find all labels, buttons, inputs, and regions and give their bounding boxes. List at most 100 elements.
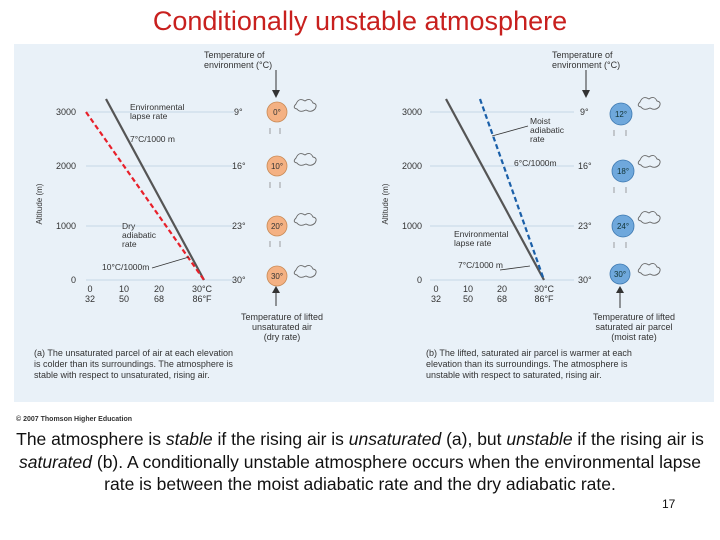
panel-b-ytick-3000: 3000 — [402, 107, 422, 117]
panel-a-y-label: Altitude (m) — [35, 183, 44, 224]
parcel-temp: 12° — [615, 110, 627, 119]
panel-a-note-3: (dry rate) — [264, 332, 301, 342]
panel-b-env-temp-1000: 23° — [578, 221, 592, 231]
panel-b-parcel-1000: 24° — [611, 214, 635, 238]
caption-part: (b). A conditionally unstable atmosphere… — [92, 451, 701, 495]
panel-a-env-temp-1000: 23° — [232, 221, 246, 231]
panel-b-xtick-f-50: 50 — [463, 294, 473, 304]
panel-b-desc-3: unstable with respect to saturated, risi… — [426, 370, 602, 380]
panel-b-cloud-icons — [637, 96, 661, 276]
figure: Temperature of environment (°C) Altitude… — [14, 44, 714, 402]
parcel-temp: 30° — [614, 270, 626, 279]
panel-b-xtick-20: 20 — [497, 284, 507, 294]
caption-part: (a), but — [441, 429, 507, 449]
caption-part: if the rising air is — [212, 429, 349, 449]
panel-a-env-rate: 7°C/1000 m — [130, 134, 175, 144]
panel-b-header-2: environment (°C) — [552, 60, 620, 70]
caption-part: The atmosphere is — [16, 429, 166, 449]
panel-b-header-arrowhead — [582, 90, 590, 98]
cloud-icon — [293, 152, 317, 166]
copyright: © 2007 Thomson Higher Education — [16, 416, 133, 423]
cloud-icon — [637, 96, 661, 110]
panel-b-y-label: Altitude (m) — [381, 183, 390, 224]
panel-a-note-arrowhead — [272, 286, 280, 293]
parcel-temp: 24° — [617, 222, 629, 231]
panel-a-xtick-10: 10 — [119, 284, 129, 294]
panel-a-env-temp-3000: 9° — [234, 107, 243, 117]
panel-b-ytick-0: 0 — [417, 275, 422, 285]
panel-b-note-2: saturated air parcel — [595, 322, 672, 332]
panel-b-rising-marks — [613, 130, 627, 248]
panel-b-env-temp-0: 30° — [578, 275, 592, 285]
panel-a-parcel-0: 30° — [266, 265, 288, 287]
panel-a-dry-rate-pointer — [151, 256, 190, 269]
panel-a-ytick-2000: 2000 — [56, 161, 76, 171]
panel-a-note-2: unsaturated air — [252, 322, 312, 332]
panel-a-header-1: Temperature of — [204, 50, 265, 60]
panel-b-moist-pointer — [491, 125, 529, 137]
parcel-balloon — [609, 263, 631, 285]
panel-a-ytick-3000: 3000 — [56, 107, 76, 117]
panel-b-desc-1: (b) The lifted, saturated air parcel is … — [426, 348, 632, 358]
panel-b-env-temp-3000: 9° — [580, 107, 589, 117]
panel-a-xtick-f-68: 68 — [154, 294, 164, 304]
panel-a-xtick-f-32: 32 — [85, 294, 95, 304]
panel-a-rising-marks — [269, 128, 281, 247]
panel-a-cloud-icons — [293, 98, 317, 278]
figure-svg: Temperature of environment (°C) Altitude… — [34, 50, 675, 380]
panel-a-dry-adiabatic-line — [85, 111, 205, 281]
panel-a-parcel-3000: 0° — [266, 101, 288, 123]
panel-b-env-label-1: Environmental — [454, 229, 508, 239]
panel-b-ytick-2000: 2000 — [402, 161, 422, 171]
panel-a-xtick-0: 0 — [87, 284, 92, 294]
slide-number: 17 — [662, 497, 676, 511]
panel-a-dry-label-1: Dry — [122, 221, 136, 231]
cloud-icon — [293, 264, 317, 278]
panel-a-xtick-20: 20 — [154, 284, 164, 294]
panel-b-xtick-30: 30°C — [534, 284, 555, 294]
panel-b-env-temp-2000: 16° — [578, 161, 592, 171]
panel-a-ytick-1000: 1000 — [56, 221, 76, 231]
panel-a-xtick-30: 30°C — [192, 284, 213, 294]
panel-a-env-label-1: Environmental — [130, 102, 184, 112]
panel-b-moist-rate: 6°C/1000m — [514, 158, 557, 168]
cloud-icon — [637, 210, 661, 224]
parcel-temp: 10° — [271, 162, 283, 171]
panel-b-note-3: (moist rate) — [611, 332, 657, 342]
panel-b-xtick-f-86: 86°F — [534, 294, 554, 304]
cloud-icon — [293, 212, 317, 226]
slide-title: Conditionally unstable atmosphere — [152, 6, 568, 36]
cloud-icon — [637, 262, 661, 276]
panel-a-env-temp-2000: 16° — [232, 161, 246, 171]
panel-a-note-1: Temperature of lifted — [241, 312, 323, 322]
panel-a-header-arrowhead — [272, 90, 280, 98]
panel-b-env-pointer — [499, 265, 531, 271]
parcel-temp: 18° — [617, 167, 629, 176]
slide-caption: The atmosphere is stable if the rising a… — [8, 428, 712, 496]
panel-a-environment-line — [105, 98, 205, 281]
panel-b: Temperature of environment (°C) Altitude… — [381, 50, 675, 380]
panel-b-xtick-f-68: 68 — [497, 294, 507, 304]
parcel-balloon — [266, 101, 288, 123]
panel-b-env-label-2: lapse rate — [454, 238, 492, 248]
cloud-icon — [293, 98, 317, 112]
caption-unstable: unstable — [506, 429, 573, 449]
parcel-balloon — [611, 214, 635, 238]
parcel-balloon — [609, 102, 633, 126]
panel-b-parcel-0: 30° — [609, 263, 631, 285]
parcel-balloon — [266, 265, 288, 287]
panel-b-parcel-3000: 12° — [609, 102, 633, 126]
panel-b-xtick-0: 0 — [433, 284, 438, 294]
panel-a-desc-2: is colder than its surroundings. The atm… — [34, 359, 233, 369]
panel-a-env-label-2: lapse rate — [130, 111, 168, 121]
panel-a-xtick-f-50: 50 — [119, 294, 129, 304]
panel-b-header-1: Temperature of — [552, 50, 613, 60]
panel-a-env-temp-0: 30° — [232, 275, 246, 285]
panel-a: Temperature of environment (°C) Altitude… — [34, 50, 323, 380]
panel-a-dry-label-2: adiabatic — [122, 230, 157, 240]
panel-a-parcel-1000: 20° — [266, 215, 288, 237]
caption-stable: stable — [165, 429, 213, 449]
parcel-balloon — [266, 215, 288, 237]
parcel-temp: 20° — [271, 222, 283, 231]
parcel-balloon — [611, 159, 635, 183]
